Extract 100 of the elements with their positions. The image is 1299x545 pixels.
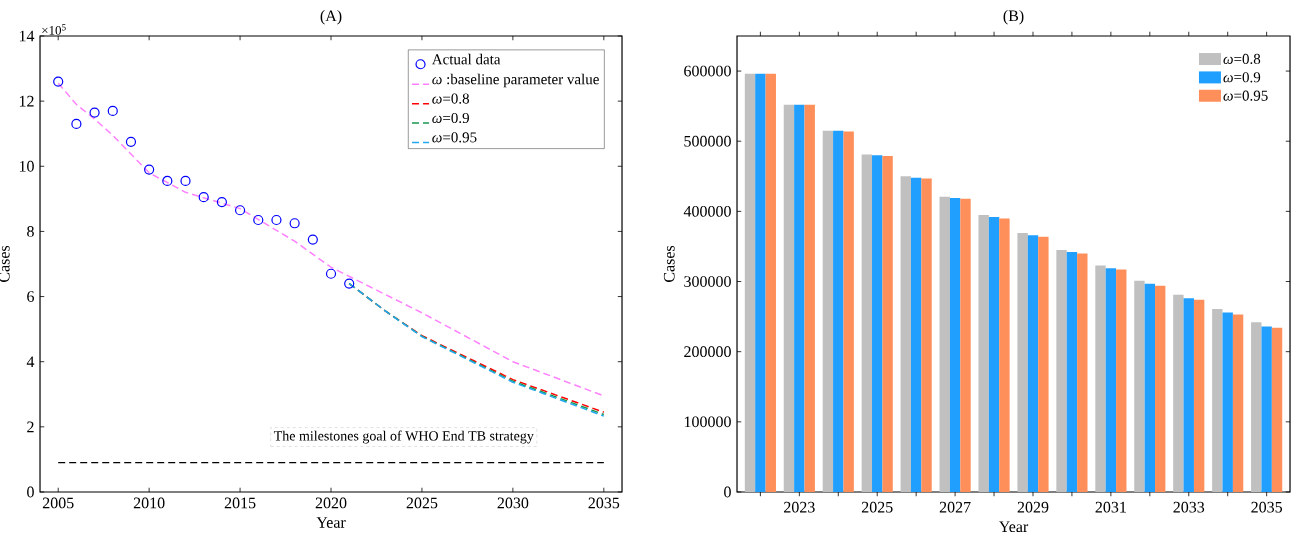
y-tick-label: 100000 (684, 416, 731, 428)
point (144, 164, 155, 175)
y-tick-label: 400000 (683, 205, 731, 217)
x-tick-label: 2033 (1173, 501, 1205, 513)
bar (843, 131, 854, 492)
y-tick-label: 500000 (684, 135, 731, 147)
bar (1193, 299, 1205, 492)
point (289, 218, 300, 229)
x-tick-label: 2010 (133, 497, 165, 509)
bar (978, 214, 989, 492)
legend-label: ω=0.8 (432, 93, 469, 104)
bar (882, 155, 893, 492)
bar (988, 216, 1000, 492)
point (325, 268, 337, 279)
legend-label: ω=0.95 (432, 132, 477, 143)
point (125, 136, 137, 147)
bar (1232, 314, 1244, 492)
y-tick-label: 10 (19, 160, 34, 172)
bar (939, 196, 950, 492)
bar (783, 104, 795, 492)
bar (1077, 253, 1088, 492)
point (216, 197, 227, 208)
point (344, 278, 355, 289)
legend-label: ω=0.9 (432, 112, 469, 124)
bar (921, 178, 932, 492)
bar (755, 73, 766, 492)
y-tick-label: 6 (27, 291, 35, 302)
bar (949, 198, 961, 492)
bar (1027, 235, 1039, 492)
point (234, 205, 246, 216)
point (271, 214, 282, 226)
bar (1222, 312, 1233, 492)
bar (900, 176, 911, 492)
bar (804, 104, 815, 492)
y-tick-label: 0 (724, 486, 731, 498)
bar (1183, 298, 1194, 492)
bar (833, 130, 844, 492)
ref-line-label: The milestones goal of WHO End TB strategy (273, 430, 534, 444)
legend-label: ω=0.9 (1223, 72, 1261, 83)
bar (1017, 233, 1028, 492)
bar (1116, 269, 1127, 492)
y-tick-label: 300000 (684, 276, 731, 287)
bar (1105, 268, 1117, 492)
point (253, 214, 264, 226)
bar (1155, 285, 1166, 492)
legend-label: ω=0.95 (1223, 90, 1268, 101)
bar (794, 104, 805, 492)
legend-label: ω=0.8 (1223, 53, 1261, 65)
bar (1095, 265, 1106, 492)
bar (1038, 236, 1049, 492)
point (71, 118, 82, 130)
point (198, 192, 209, 203)
bar (1212, 308, 1223, 492)
chart-title: (A) (320, 9, 342, 25)
text: ×10$^{5}$ (42, 24, 66, 35)
bar (999, 218, 1010, 492)
bar (1271, 327, 1283, 492)
x-tick-label: 2005 (42, 497, 74, 509)
bar (910, 177, 922, 492)
point (89, 107, 100, 118)
x-tick-label: 2029 (1017, 501, 1049, 513)
bar (1056, 249, 1067, 492)
x-axis-title: Year (316, 517, 346, 528)
x-tick-label: 2027 (939, 501, 971, 513)
bar (1144, 283, 1156, 492)
point (107, 105, 118, 116)
y-tick-label: 200000 (684, 346, 731, 358)
bar (1261, 326, 1272, 492)
chart-title: (B) (1003, 9, 1024, 25)
point (162, 175, 173, 187)
bar (1173, 294, 1184, 492)
y-tick-label: 2 (27, 421, 34, 433)
bar (822, 130, 834, 492)
y-tick-label: 600000 (684, 65, 731, 77)
x-tick-label: 2025 (861, 501, 893, 513)
point (53, 76, 64, 87)
x-tick-label: 2031 (1095, 501, 1126, 513)
x-tick-label: 2023 (784, 501, 815, 513)
bar (1134, 280, 1145, 492)
y-tick-label: 8 (27, 226, 34, 237)
bar (744, 73, 756, 492)
x-axis-title: Year (998, 521, 1029, 533)
point (180, 175, 191, 187)
point (307, 234, 318, 245)
bar (960, 198, 971, 492)
x-tick-label: 2035 (588, 497, 620, 509)
y-tick-label: 0 (27, 486, 34, 498)
x-tick-label: 2030 (497, 497, 529, 509)
bar (872, 155, 883, 492)
y-tick-label: 12 (19, 95, 34, 107)
x-tick-label: 2035 (1251, 501, 1283, 513)
legend-label: Actual data (431, 53, 501, 65)
y-tick-label: 4 (26, 356, 35, 367)
x-tick-label: 2020 (315, 497, 347, 509)
bar (765, 73, 776, 492)
bar (1251, 322, 1262, 492)
x-tick-label: 2015 (224, 497, 256, 509)
bar (1066, 252, 1078, 492)
y-tick-label: 14 (19, 30, 35, 42)
x-tick-label: 2025 (406, 497, 438, 509)
